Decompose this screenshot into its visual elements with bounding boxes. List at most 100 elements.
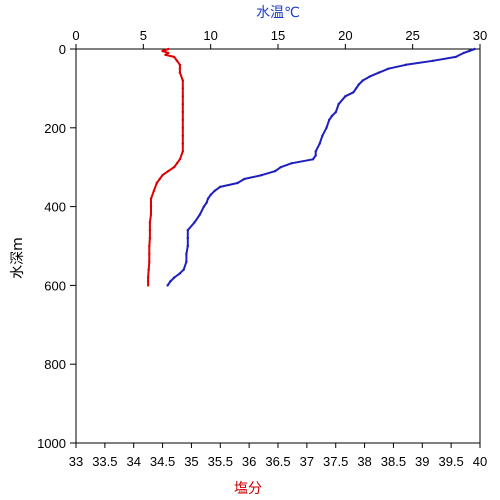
- salinity-point: [148, 260, 151, 263]
- axes-layer: 0 200 400 600 800 1000 0 5 10 15 20 25 30 33 33.5 34 34.…: [37, 28, 487, 469]
- temperature-point: [173, 276, 176, 279]
- bottom-axis-title: 塩分: [234, 481, 262, 497]
- bottom-tick-label: 35.5: [208, 454, 233, 469]
- temperature-point: [218, 185, 222, 189]
- y-tick-label: 0: [59, 42, 66, 57]
- temperature-point: [193, 221, 196, 224]
- temperature-point: [454, 55, 457, 59]
- salinity-point: [148, 229, 152, 232]
- temperature-point: [169, 280, 172, 283]
- salinity-point: [175, 59, 179, 62]
- temperature-point: [185, 260, 188, 263]
- salinity-point: [148, 236, 152, 240]
- salinity-point: [178, 158, 182, 161]
- salinity-point: [178, 63, 182, 66]
- plot-frame: [75, 48, 481, 444]
- salinity-point: [175, 162, 179, 165]
- bottom-tick-label: 33.5: [92, 454, 117, 469]
- bottom-tick-label: 33: [69, 454, 83, 469]
- temperature-line: [166, 48, 475, 286]
- temperature-point: [468, 49, 471, 53]
- y-tick-label: 1000: [37, 436, 66, 451]
- temperature-point: [311, 158, 315, 161]
- temperature-point: [387, 67, 390, 70]
- temperature-point: [186, 229, 189, 232]
- temperature-point: [166, 284, 169, 287]
- salinity-point: [164, 53, 167, 57]
- temperature-point: [185, 252, 188, 256]
- salinity-point: [178, 71, 182, 74]
- temperature-point: [404, 63, 408, 66]
- temperature-point: [318, 142, 321, 145]
- salinity-point: [148, 221, 152, 224]
- temperature-point: [213, 189, 216, 192]
- y-tick-label: 600: [44, 278, 66, 293]
- salinity-point: [181, 134, 184, 137]
- salinity-point: [167, 51, 170, 55]
- series-layer: [146, 47, 476, 287]
- salinity-point: [149, 205, 153, 208]
- temperature-point: [274, 169, 277, 173]
- temperature-point: [314, 150, 317, 153]
- salinity-point: [172, 166, 176, 169]
- temperature-point: [206, 197, 210, 200]
- temperature-point: [431, 59, 435, 62]
- y-tick-label: 200: [44, 121, 66, 136]
- bottom-tick-label: 36: [242, 454, 256, 469]
- bottom-tick-label: 34.5: [150, 454, 175, 469]
- temperature-point: [368, 75, 371, 78]
- salinity-point: [155, 181, 158, 185]
- salinity-point: [161, 49, 164, 53]
- salinity-point: [181, 126, 184, 129]
- salinity-point: [181, 142, 184, 145]
- salinity-point: [178, 67, 182, 70]
- temperature-point: [352, 91, 355, 94]
- temperature-point: [473, 47, 476, 51]
- top-tick-label: 15: [271, 28, 285, 43]
- temperature-point: [462, 51, 465, 55]
- temperature-point: [361, 79, 364, 82]
- bottom-tick-label: 39: [415, 454, 429, 469]
- bottom-tick-label: 35: [184, 454, 198, 469]
- temperature-point: [321, 134, 324, 137]
- bottom-tick-label: 38: [357, 454, 371, 469]
- salinity-point: [148, 252, 151, 256]
- salinity-point: [149, 213, 153, 216]
- temperature-point: [357, 83, 360, 86]
- temperature-point: [344, 95, 347, 98]
- salinity-point: [181, 79, 184, 82]
- temperature-point: [314, 154, 317, 157]
- temperature-point: [209, 193, 212, 196]
- temperature-point: [325, 126, 328, 129]
- salinity-line: [147, 48, 184, 286]
- salinity-point: [181, 118, 184, 122]
- bottom-tick-label: 34: [126, 454, 140, 469]
- salinity-point: [181, 95, 184, 98]
- temperature-point: [377, 71, 381, 74]
- salinity-point: [146, 276, 150, 279]
- temperature-point: [260, 173, 263, 177]
- salinity-point: [172, 55, 176, 59]
- salinity-point: [146, 280, 150, 283]
- salinity-point: [181, 103, 184, 106]
- top-axis-title: 水温℃: [256, 5, 300, 21]
- temperature-point: [330, 114, 334, 118]
- salinity-point: [146, 284, 150, 287]
- temperature-point: [236, 181, 239, 185]
- temperature-point: [205, 201, 208, 204]
- salinity-point: [181, 150, 184, 153]
- temperature-point: [202, 205, 206, 208]
- bottom-tick-label: 40: [473, 454, 487, 469]
- salinity-point: [181, 87, 184, 90]
- y-tick-label: 400: [44, 200, 66, 215]
- salinity-point: [167, 47, 170, 51]
- temperature-point: [354, 87, 358, 90]
- bottom-tick-label: 37: [300, 454, 314, 469]
- salinity-point: [161, 173, 164, 177]
- temperature-point: [186, 244, 189, 248]
- y-axis-title: 水深m: [10, 237, 26, 279]
- top-tick-label: 20: [338, 28, 352, 43]
- salinity-point: [148, 244, 151, 248]
- bottom-tick-label: 36.5: [265, 454, 290, 469]
